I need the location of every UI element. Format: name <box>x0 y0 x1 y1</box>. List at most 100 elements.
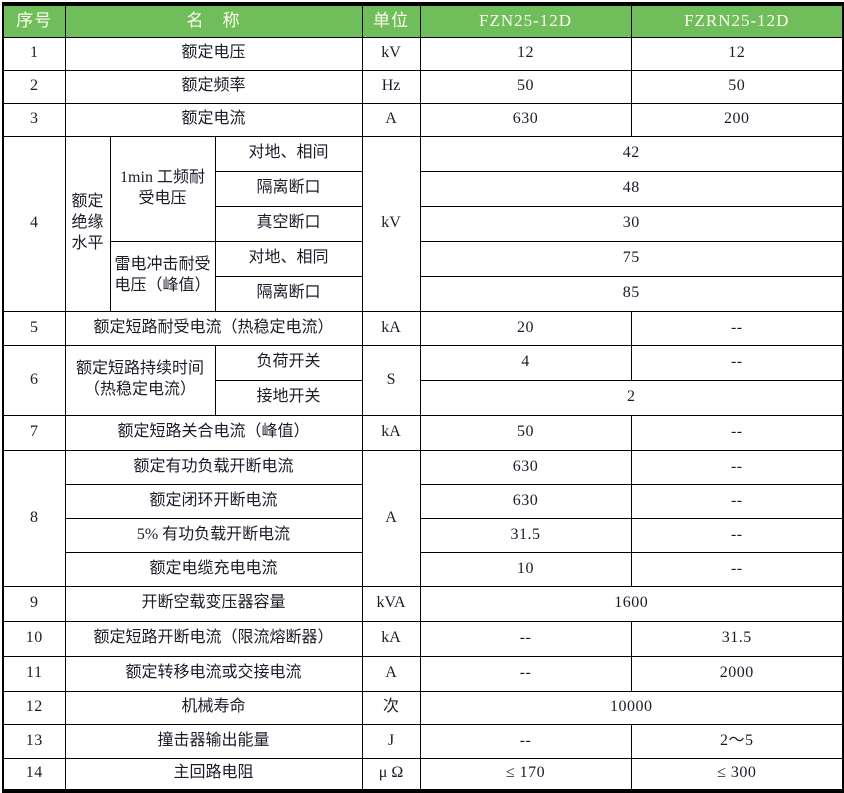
r8-item4-name: 额定电缆充电电流 <box>64 551 363 587</box>
table-row: 14 主回路电阻 μ Ω ≤ 170 ≤ 300 <box>2 757 844 792</box>
header-seq: 序号 <box>2 3 66 38</box>
r4-no: 4 <box>2 135 66 312</box>
r7-no: 7 <box>2 414 66 451</box>
r12-no: 12 <box>2 690 66 725</box>
r8-item4-v1: 10 <box>419 551 632 587</box>
r4-sub1-label: 1min 工频耐受电压 <box>109 135 216 242</box>
header-unit: 单位 <box>361 3 421 38</box>
r10-name: 额定短路开断电流（限流熔断器） <box>64 620 363 657</box>
header-row: 序号 名 称 单位 FZN25-12D FZRN25-12D <box>2 3 844 38</box>
r9-v: 1600 <box>419 585 844 622</box>
r13-name: 撞击器输出能量 <box>64 723 363 759</box>
r12-name: 机械寿命 <box>64 690 363 725</box>
r8-item1-v2: -- <box>630 449 844 485</box>
r3-name: 额定电流 <box>64 102 363 137</box>
r10-no: 10 <box>2 620 66 657</box>
table-row: 雷电冲击耐受电压（峰值） 对地、相同 75 <box>3 240 844 312</box>
r4-sub2-v1: 75 <box>419 240 844 277</box>
r11-v2: 2000 <box>630 655 844 692</box>
r8-item1-name: 额定有功负载开断电流 <box>64 449 363 485</box>
table-row: 真空断口 30 <box>3 205 844 242</box>
r4-sub1-item2: 隔离断口 <box>214 170 363 207</box>
r4-sub1-v1: 42 <box>419 135 844 172</box>
r2-unit: Hz <box>361 69 421 104</box>
r8-item1-v1: 630 <box>419 449 632 485</box>
r2-name: 额定频率 <box>64 69 363 104</box>
r13-unit: J <box>361 723 421 759</box>
r8-unit: A <box>361 449 421 587</box>
r4-sub1-v2: 48 <box>419 170 844 207</box>
r9-unit: kVA <box>361 585 421 622</box>
r1-unit: kV <box>361 36 421 71</box>
table-row: 5% 有功负载开断电流 31.5 -- <box>3 517 844 553</box>
r6-sub2-v: 2 <box>419 379 844 416</box>
table-row: 6 额定短路持续时间（热稳定电流） 负荷开关 S 4 -- <box>2 344 844 416</box>
table-row: 13 撞击器输出能量 J -- 2～5 <box>2 723 844 759</box>
r12-unit: 次 <box>361 690 421 725</box>
r8-item3-name: 5% 有功负载开断电流 <box>64 517 363 553</box>
r3-no: 3 <box>2 102 66 137</box>
r4-unit: kV <box>361 135 421 312</box>
r14-name: 主回路电阻 <box>64 757 363 792</box>
r9-no: 9 <box>2 585 66 622</box>
r6-sub2-name: 接地开关 <box>214 379 363 416</box>
table-row: 隔离断口 48 <box>3 170 844 207</box>
r11-no: 11 <box>2 655 66 692</box>
r6-name: 额定短路持续时间（热稳定电流） <box>64 344 216 416</box>
table-row: 接地开关 2 <box>3 379 844 416</box>
r7-v2: -- <box>630 414 844 451</box>
r1-name: 额定电压 <box>64 36 363 71</box>
r8-item3-v2: -- <box>630 517 844 553</box>
r5-v2: -- <box>630 310 844 346</box>
table-row: 隔离断口 85 <box>3 275 844 312</box>
r8-item2-v2: -- <box>630 483 844 519</box>
r4-sub2-v2: 85 <box>419 275 844 312</box>
r4-sub1-item1: 对地、相间 <box>214 135 363 172</box>
r5-no: 5 <box>2 310 66 346</box>
r14-v2: ≤ 300 <box>630 757 844 792</box>
r3-v1: 630 <box>419 102 632 137</box>
r7-name: 额定短路关合电流（峰值） <box>64 414 363 451</box>
r14-v1: ≤ 170 <box>419 757 632 792</box>
r1-v1: 12 <box>419 36 632 71</box>
r13-v2: 2～5 <box>630 723 844 759</box>
r3-unit: A <box>361 102 421 137</box>
r12-v: 10000 <box>419 690 844 725</box>
r13-v1: -- <box>419 723 632 759</box>
table-row: 4 额定绝缘水平 1min 工频耐受电压 对地、相间 kV 42 <box>2 135 844 312</box>
table-row: 11 额定转移电流或交接电流 A -- 2000 <box>2 655 844 692</box>
r11-v1: -- <box>419 655 632 692</box>
r5-v1: 20 <box>419 310 632 346</box>
table-row: 10 额定短路开断电流（限流熔断器） kA -- 31.5 <box>2 620 844 657</box>
r10-unit: kA <box>361 620 421 657</box>
r6-unit: S <box>361 344 421 416</box>
header-name: 名 称 <box>64 3 363 38</box>
table-row: 额定电缆充电电流 10 -- <box>3 551 844 587</box>
r11-name: 额定转移电流或交接电流 <box>64 655 363 692</box>
r2-v1: 50 <box>419 69 632 104</box>
table-row: 1 额定电压 kV 12 12 <box>2 36 844 71</box>
r11-unit: A <box>361 655 421 692</box>
r7-unit: kA <box>361 414 421 451</box>
r1-no: 1 <box>2 36 66 71</box>
r4-sub2-label: 雷电冲击耐受电压（峰值） <box>109 240 216 312</box>
r2-no: 2 <box>2 69 66 104</box>
r6-sub1-v1: 4 <box>419 344 632 381</box>
r14-no: 14 <box>2 757 66 792</box>
r8-item4-v2: -- <box>630 551 844 587</box>
table-row: 额定闭环开断电流 630 -- <box>3 483 844 519</box>
table-row: 7 额定短路关合电流（峰值） kA 50 -- <box>2 414 844 451</box>
r4-sub1-v3: 30 <box>419 205 844 242</box>
r5-unit: kA <box>361 310 421 346</box>
header-product1: FZN25-12D <box>419 3 632 38</box>
header-product2: FZRN25-12D <box>630 3 844 38</box>
r4-sub2-item1: 对地、相同 <box>214 240 363 277</box>
table-row: 12 机械寿命 次 10000 <box>2 690 844 725</box>
r2-v2: 50 <box>630 69 844 104</box>
r6-no: 6 <box>2 344 66 416</box>
r4-sub1-item3: 真空断口 <box>214 205 363 242</box>
r1-v2: 12 <box>630 36 844 71</box>
r6-sub1-name: 负荷开关 <box>214 344 363 381</box>
